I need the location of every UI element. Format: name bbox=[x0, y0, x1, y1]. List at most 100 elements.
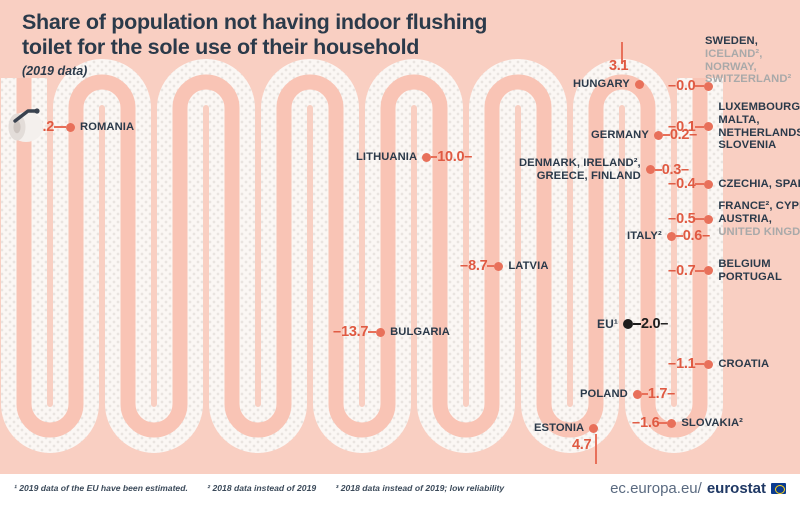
dot-romania bbox=[66, 122, 76, 132]
value-lithuania: 10.0 bbox=[437, 149, 465, 165]
value-czechia-spain: 0.4 bbox=[676, 176, 696, 192]
label-denmark-ireland-greece-finland: DENMARK, IRELAND², GREECE, FINLAND bbox=[519, 157, 641, 183]
label-switzerland: SWITZERLAND² bbox=[705, 73, 792, 86]
marker-belgium-portugal[interactable]: – 0.7 BELGIUM PORTUGAL bbox=[668, 258, 782, 284]
footer: ¹ 2019 data of the EU have been estimate… bbox=[0, 471, 800, 507]
brand-name: eurostat bbox=[706, 480, 766, 497]
value-italy: 0.6 bbox=[682, 228, 703, 244]
marker-latvia[interactable]: – 8.7 LATVIA bbox=[460, 258, 549, 274]
eurostat-brand[interactable]: ec.europa.eu/eurostat bbox=[610, 480, 786, 497]
marker-poland[interactable]: POLAND 1.7 – bbox=[580, 386, 676, 402]
value-luxembourg-malta-netherlands-slovenia: 0.1 bbox=[676, 118, 696, 135]
label-eu: EU¹ bbox=[597, 316, 618, 331]
label-france-cyprus: FRANCE², CYPRUS bbox=[718, 200, 800, 212]
marker-lithuania[interactable]: LITHUANIA 10.0 – bbox=[356, 149, 473, 165]
label-latvia: LATVIA bbox=[508, 259, 549, 272]
label-iceland: ICELAND², bbox=[705, 47, 763, 60]
value-denmark-ireland-greece-finland: 0.3 bbox=[661, 161, 682, 178]
marker-bulgaria[interactable]: – 13.7 BULGARIA bbox=[333, 324, 450, 340]
value-germany: 0.2 bbox=[669, 127, 690, 143]
marker-eu[interactable]: EU¹ 2.0 – bbox=[597, 316, 669, 332]
value-bulgaria: 13.7 bbox=[341, 324, 369, 340]
label-belgium: BELGIUM bbox=[718, 258, 771, 270]
marker-croatia[interactable]: – 1.1 CROATIA bbox=[668, 356, 770, 372]
label-czechia-spain: CZECHIA, SPAIN bbox=[718, 177, 800, 190]
label-luxembourg-malta-netherlands-slovenia: LUXEMBOURG, MALTA, NETHERLANDS, SLOVENIA bbox=[718, 101, 800, 152]
marker-germany[interactable]: GERMANY 0.2 – bbox=[591, 127, 698, 143]
title-block: Share of population not having indoor fl… bbox=[22, 10, 487, 78]
value-poland: 1.7 bbox=[647, 386, 668, 402]
marker-estonia[interactable]: ESTONIA bbox=[534, 422, 599, 435]
eu-flag-icon bbox=[771, 483, 786, 494]
page-title-line-1: Share of population not having indoor fl… bbox=[22, 10, 488, 34]
marker-hungary[interactable]: HUNGARY bbox=[573, 78, 644, 91]
dot-slovakia bbox=[667, 418, 677, 428]
dot-luxembourg-malta-netherlands-slovenia bbox=[704, 122, 714, 132]
label-italy: ITALY² bbox=[627, 229, 662, 242]
page-title-line-2: toilet for the sole use of their househo… bbox=[22, 35, 420, 59]
marker-czechia-spain[interactable]: – 0.4 CZECHIA, SPAIN bbox=[668, 176, 800, 192]
value-france-cyprus-austria-uk: 0.5 bbox=[676, 211, 696, 228]
label-malta: MALTA, bbox=[718, 113, 760, 126]
dot-czechia-spain bbox=[704, 179, 714, 189]
marker-denmark-ireland-greece-finland[interactable]: DENMARK, IRELAND², GREECE, FINLAND 0.3 – bbox=[519, 157, 690, 183]
label-poland: POLAND bbox=[580, 387, 628, 400]
dot-poland bbox=[632, 389, 642, 399]
connector-estonia bbox=[595, 434, 597, 464]
footnote-1: ¹ 2019 data of the EU have been estimate… bbox=[14, 483, 188, 493]
label-austria: AUSTRIA, bbox=[718, 212, 772, 225]
label-romania: ROMANIA bbox=[80, 120, 135, 133]
label-portugal: PORTUGAL bbox=[718, 270, 782, 283]
dot-croatia bbox=[704, 359, 714, 369]
footnote-3: ³ 2018 data instead of 2019; low reliabi… bbox=[335, 483, 505, 493]
dot-hungary bbox=[634, 79, 644, 89]
label-bulgaria: BULGARIA bbox=[390, 325, 450, 338]
dot-belgium-portugal bbox=[704, 266, 714, 276]
marker-slovakia[interactable]: – 1.6 SLOVAKIA² bbox=[632, 415, 743, 431]
label-slovakia: SLOVAKIA² bbox=[681, 416, 743, 429]
value-latvia: 8.7 bbox=[468, 258, 488, 274]
dot-estonia bbox=[589, 423, 599, 433]
marker-italy[interactable]: ITALY² 0.6 – bbox=[627, 228, 711, 244]
label-sweden: SWEDEN, bbox=[705, 35, 758, 47]
label-netherlands: NETHERLANDS, bbox=[718, 126, 800, 139]
value-slovakia: 1.6 bbox=[640, 415, 660, 431]
label-estonia: ESTONIA bbox=[534, 422, 585, 434]
value-hungary-wrap: 3.1 bbox=[609, 58, 629, 74]
dot-italy bbox=[666, 231, 676, 241]
dot-denmark-ireland-greece-finland bbox=[645, 165, 655, 175]
label-germany: GERMANY bbox=[591, 128, 649, 141]
value-estonia-wrap: 4.7 bbox=[572, 437, 592, 453]
brand-url-prefix: ec.europa.eu/ bbox=[610, 480, 702, 497]
value-sweden-iceland-norway-switzerland: 0.0 bbox=[676, 78, 696, 94]
marker-luxembourg-malta-netherlands-slovenia[interactable]: – 0.1 LUXEMBOURG, MALTA, NETHERLANDS, SL… bbox=[668, 101, 800, 152]
dot-sweden-iceland-norway-switzerland bbox=[704, 81, 714, 91]
footnote-2: ² 2018 data instead of 2019 bbox=[207, 483, 317, 493]
label-belgium-portugal: BELGIUM PORTUGAL bbox=[718, 258, 782, 284]
footer-divider bbox=[0, 471, 800, 474]
dot-lithuania bbox=[422, 152, 432, 162]
connector-hungary bbox=[621, 42, 623, 64]
label-denmark-ireland: DENMARK, IRELAND², bbox=[519, 157, 641, 169]
value-eu: 2.0 bbox=[640, 316, 661, 332]
label-sweden-iceland-norway-switzerland: SWEDEN, ICELAND², NORWAY, SWITZERLAND² bbox=[705, 35, 791, 86]
page-subtitle: (2019 data) bbox=[22, 64, 88, 78]
label-slovenia: SLOVENIA bbox=[718, 139, 777, 152]
marker-sweden-iceland-norway-switzerland[interactable]: – 0.0 bbox=[668, 78, 714, 94]
label-lithuania: LITHUANIA bbox=[356, 150, 418, 163]
toilet-paper-roll-icon bbox=[8, 108, 43, 142]
label-luxembourg: LUXEMBOURG, bbox=[718, 101, 800, 113]
dot-latvia bbox=[494, 261, 504, 271]
footnotes: ¹ 2019 data of the EU have been estimate… bbox=[14, 483, 521, 493]
value-belgium-portugal: 0.7 bbox=[676, 262, 696, 279]
value-estonia: 4.7 bbox=[572, 437, 592, 453]
dot-france-cyprus-austria-uk bbox=[704, 214, 714, 224]
label-united-kingdom: UNITED KINGDOM³ bbox=[718, 225, 800, 238]
label-norway: NORWAY, bbox=[705, 60, 757, 73]
value-hungary: 3.1 bbox=[609, 58, 629, 74]
dot-germany bbox=[653, 130, 663, 140]
dot-eu bbox=[622, 319, 633, 329]
value-croatia: 1.1 bbox=[676, 356, 696, 372]
marker-france-cyprus-austria-uk[interactable]: – 0.5 FRANCE², CYPRUS AUSTRIA, UNITED KI… bbox=[668, 200, 800, 238]
